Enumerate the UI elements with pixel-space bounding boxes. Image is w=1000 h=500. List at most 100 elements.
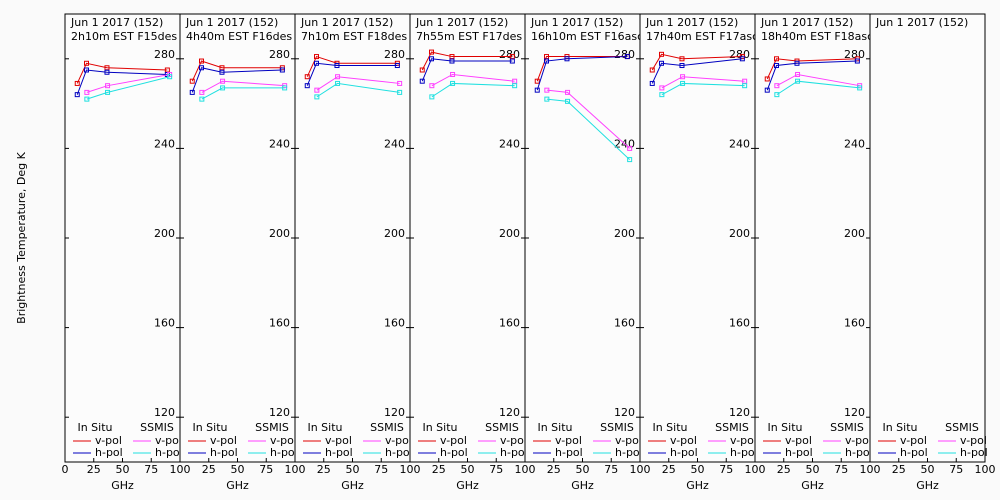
point: [429, 49, 435, 55]
point: [219, 69, 225, 75]
legend-label: h-pol: [440, 446, 468, 459]
point: [84, 96, 90, 102]
legend-header: SSMIS: [945, 421, 979, 434]
legend-label: v-pol: [555, 434, 582, 447]
y-tick-label: 120: [844, 406, 865, 419]
point: [534, 87, 540, 93]
legend-header: In Situ: [537, 421, 572, 434]
point: [450, 80, 456, 86]
panel-title: Jun 1 2017 (152): [645, 16, 738, 29]
point: [199, 96, 205, 102]
x-tick-label: 50: [461, 463, 475, 476]
y-tick-label: 240: [499, 137, 520, 150]
y-tick-label: 160: [844, 317, 865, 330]
y-tick-label: 240: [844, 137, 865, 150]
point: [680, 74, 686, 80]
point: [742, 83, 748, 89]
x-tick-label: 75: [834, 463, 848, 476]
x-axis-label: GHz: [111, 479, 134, 492]
point: [279, 67, 285, 73]
legend-label: h-pol: [785, 446, 813, 459]
legend-label: v-pol: [960, 434, 987, 447]
point: [429, 56, 435, 62]
y-tick-label: 280: [269, 48, 290, 61]
series-line: [306, 62, 398, 86]
legend-label: h-pol: [900, 446, 928, 459]
panel-subtitle: 18h40m EST F18asc: [761, 30, 873, 43]
point: [679, 56, 685, 62]
point: [774, 56, 780, 62]
panel-subtitle: 4h40m EST F16des: [186, 30, 292, 43]
x-tick-label: 25: [432, 463, 446, 476]
point: [565, 89, 571, 95]
legend-header: In Situ: [767, 421, 802, 434]
x-tick-label: 75: [719, 463, 733, 476]
legend-header: SSMIS: [140, 421, 174, 434]
series-line: [651, 58, 743, 84]
y-tick-label: 280: [614, 48, 635, 61]
titles: Jun 1 2017 (152)7h55m EST F17des: [415, 16, 522, 43]
series-line: [536, 56, 628, 91]
point: [794, 60, 800, 66]
point: [659, 60, 665, 66]
series-line: [661, 82, 745, 96]
y-tick-label: 160: [499, 317, 520, 330]
titles: Jun 1 2017 (152): [875, 16, 968, 29]
x-tick-label: 75: [604, 463, 618, 476]
legend-header: In Situ: [422, 421, 457, 434]
plot: [189, 58, 288, 102]
series-line: [306, 55, 398, 77]
legend-header: SSMIS: [255, 421, 289, 434]
x-tick-label: 50: [806, 463, 820, 476]
panel-title: Jun 1 2017 (152): [300, 16, 393, 29]
y-tick-label: 120: [614, 406, 635, 419]
point: [84, 89, 90, 95]
legend-label: h-pol: [730, 446, 758, 459]
panel-title: Jun 1 2017 (152): [415, 16, 508, 29]
point: [74, 92, 80, 98]
point: [764, 87, 770, 93]
point: [857, 85, 863, 91]
point: [304, 83, 310, 89]
legend-label: h-pol: [95, 446, 123, 459]
point: [509, 58, 515, 64]
legend-label: v-pol: [785, 434, 812, 447]
point: [854, 58, 860, 64]
point: [739, 56, 745, 62]
panel-subtitle: 7h55m EST F17des: [416, 30, 522, 43]
legend-header: In Situ: [77, 421, 112, 434]
series-line: [776, 80, 860, 96]
plot: [304, 54, 403, 100]
legend-header: SSMIS: [715, 421, 749, 434]
panel-frame: [409, 13, 526, 463]
point: [220, 85, 226, 91]
point: [449, 58, 455, 64]
point: [450, 71, 456, 77]
x-tick-label: 100: [400, 463, 421, 476]
legend-label: h-pol: [960, 446, 988, 459]
point: [84, 67, 90, 73]
point: [429, 94, 435, 100]
x-tick-label: 75: [259, 463, 273, 476]
titles: Jun 1 2017 (152)2h10m EST F15des: [70, 16, 177, 43]
x-axis-label: GHz: [571, 479, 594, 492]
point: [84, 60, 90, 66]
point: [105, 89, 111, 95]
series-line: [421, 51, 513, 71]
legend-label: h-pol: [555, 446, 583, 459]
x-tick-label: 25: [662, 463, 676, 476]
plot: [649, 51, 748, 98]
point: [512, 83, 518, 89]
legend-label: v-pol: [325, 434, 352, 447]
point: [429, 83, 435, 89]
series-line: [316, 76, 400, 91]
legend-label: v-pol: [900, 434, 927, 447]
panel: Jun 1 2017 (152)7h10m EST F18des GHz 120 16…: [294, 13, 421, 492]
point: [335, 80, 341, 86]
point: [565, 98, 571, 104]
x-tick-label: 25: [317, 463, 331, 476]
point: [679, 63, 685, 69]
point: [314, 94, 320, 100]
plot: [74, 60, 173, 102]
panel-frame: [294, 13, 411, 463]
